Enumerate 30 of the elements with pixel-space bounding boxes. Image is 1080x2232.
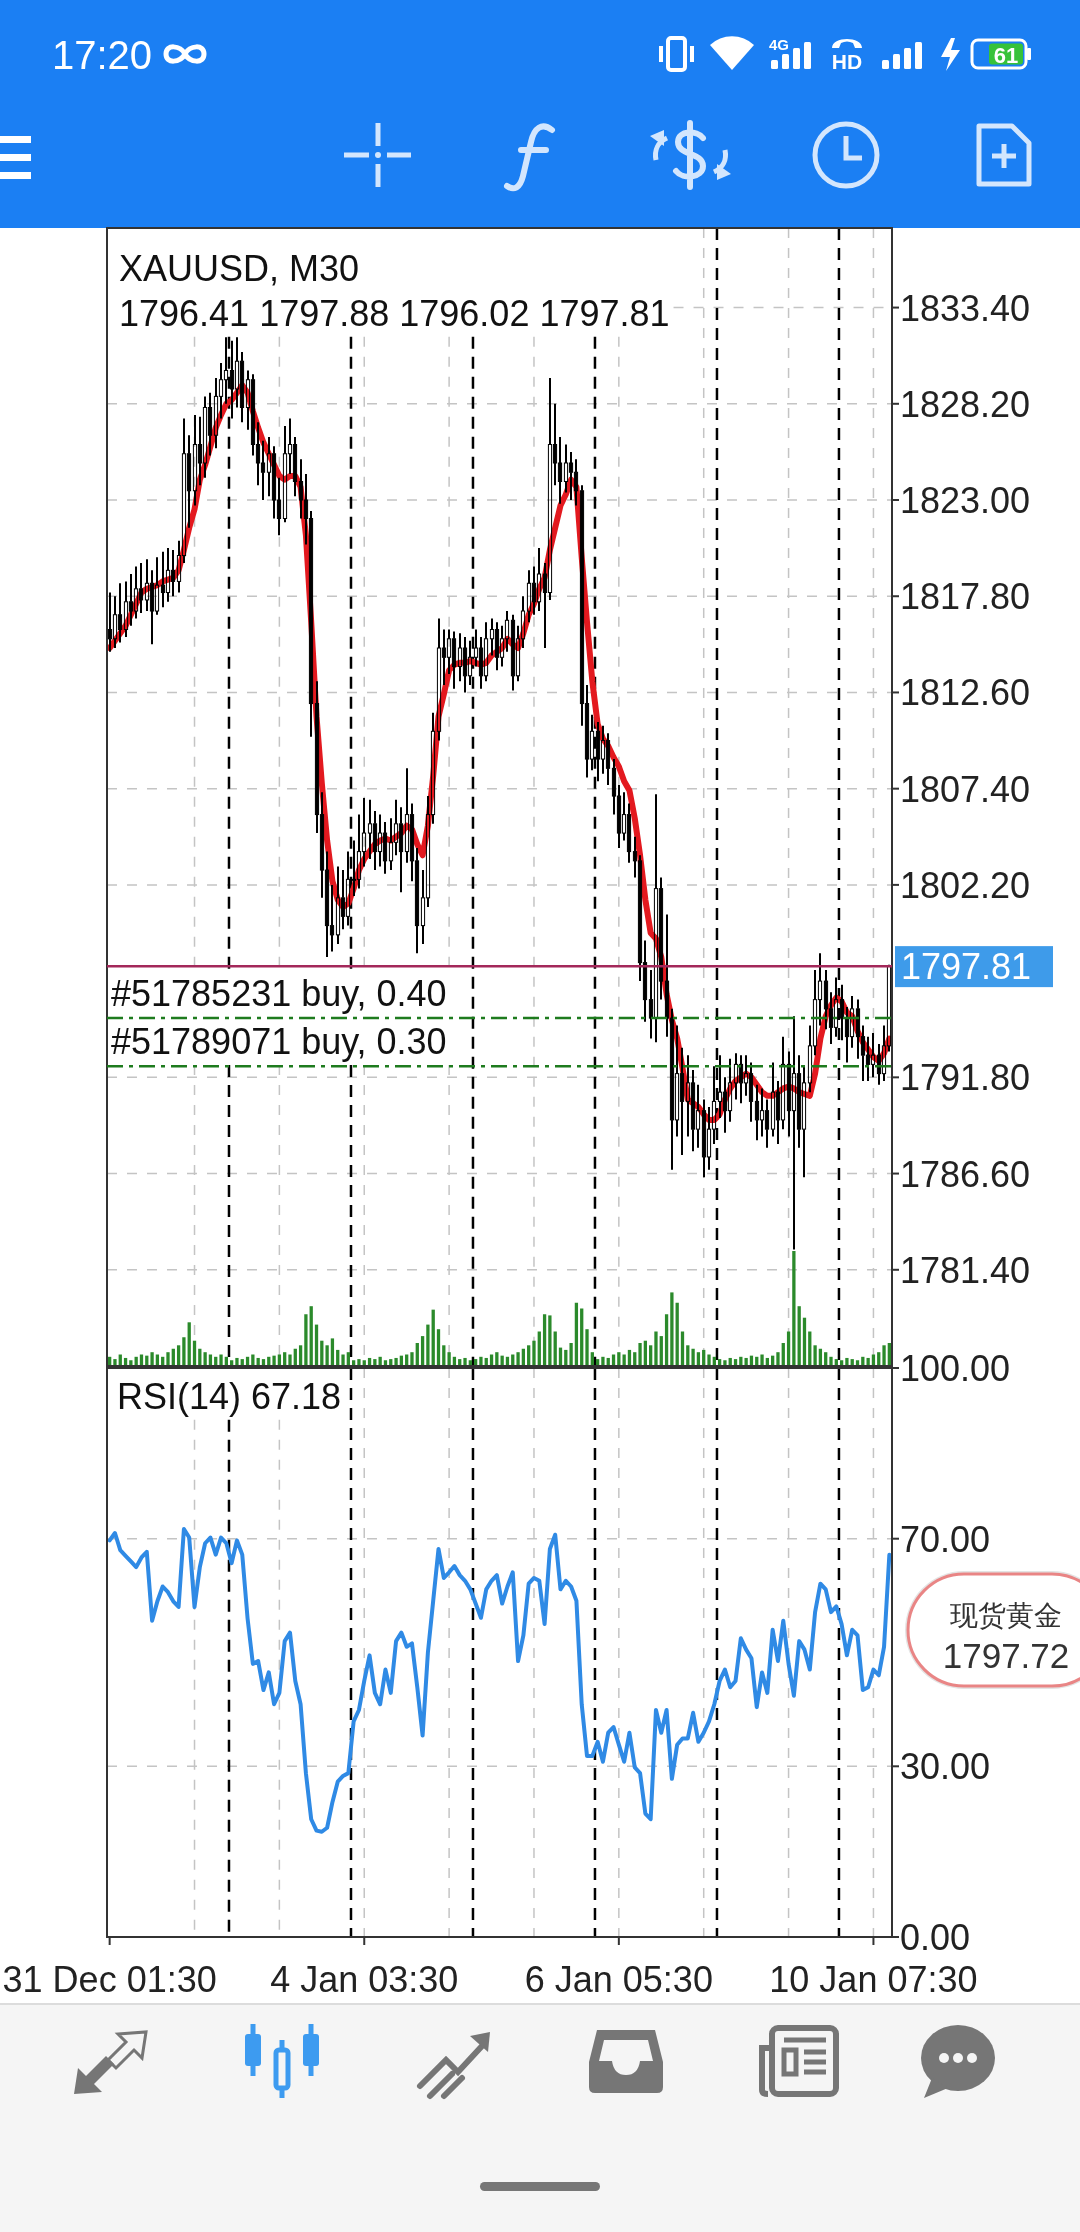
y-tick-label: 1791.80 (900, 1057, 1031, 1099)
annotation: 4G (769, 36, 789, 53)
subtitle: 1796.41 1797.88 1796.02 1797.81 (119, 293, 670, 334)
ref-label: #51789071 buy, 0.30 (111, 1021, 447, 1063)
ref-label: 1797.81 (895, 946, 1053, 988)
x-tick-label: 6 Jan 05:30 (524, 1959, 713, 2000)
y-tick-label: 1807.40 (900, 768, 1031, 810)
annotation: 现货黄金 1797.72 (942, 1599, 1070, 1675)
annotation: 61 (993, 43, 1019, 68)
title: XAUUSD, M30 (119, 248, 360, 289)
y-tick-label: 30.00 (900, 1746, 991, 1788)
y-tick-label: 1817.80 (900, 576, 1031, 618)
y-tick-label: 1828.20 (900, 383, 1031, 425)
y-tick-label: 1833.40 (900, 287, 1031, 329)
annotation: 17:20 (52, 33, 153, 77)
ref-line-label: 1797.81 (901, 946, 1032, 988)
y-tick-label: 1781.40 (900, 1249, 1031, 1291)
x-tick-label: 4 Jan 03:30 (270, 1959, 459, 2000)
y-tick-label: 1802.20 (900, 864, 1031, 906)
x-tick-label: 31 Dec 01:30 (2, 1959, 217, 2000)
annotation: HD (831, 50, 863, 73)
ref-label: #51785231 buy, 0.40 (111, 973, 447, 1015)
title: RSI(14) 67.18 (117, 1376, 342, 1417)
y-tick-label: 1812.60 (900, 672, 1031, 714)
y-tick-label: 70.00 (900, 1518, 991, 1560)
x-tick-label: 10 Jan 07:30 (769, 1959, 978, 2000)
y-tick-label: 100.00 (900, 1348, 1011, 1389)
y-tick-label: 0.00 (900, 1917, 971, 1958)
y-tick-label: 1823.00 (900, 480, 1031, 521)
y-tick-label: 1786.60 (900, 1153, 1031, 1195)
